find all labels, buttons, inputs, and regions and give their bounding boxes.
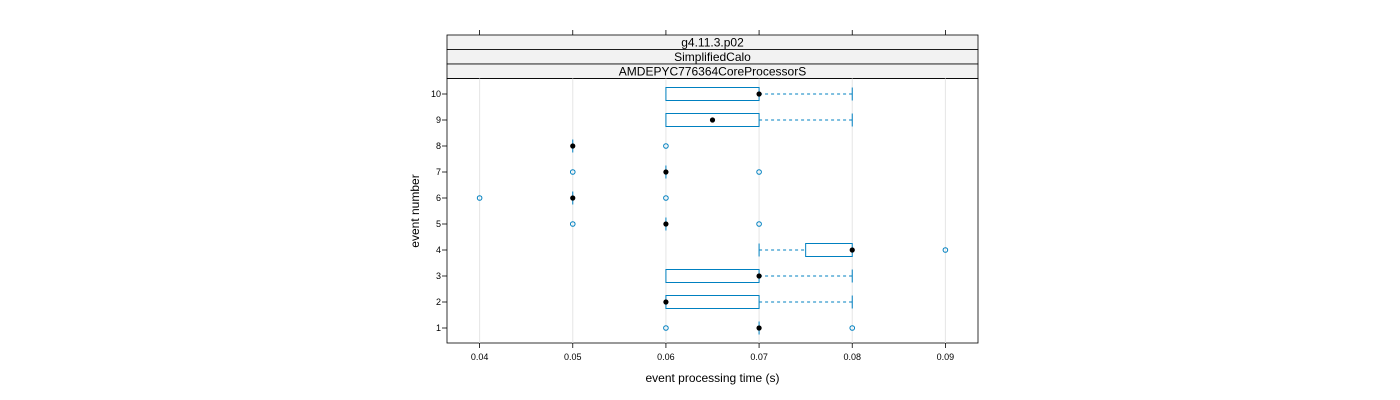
median-dot: [663, 169, 669, 175]
outlier-point: [756, 221, 762, 227]
plot-panel: [446, 78, 979, 344]
median-dot: [570, 143, 576, 149]
x-axis: 0.04 0.05 0.06 0.07 0.08 0.09: [471, 30, 954, 362]
box: [805, 243, 853, 257]
outlier-point: [569, 169, 576, 175]
median-dot: [663, 299, 669, 305]
y-axis-title: event number: [408, 174, 422, 247]
x-tick-label: 0.06: [657, 352, 675, 362]
x-axis-title: event processing time (s): [645, 371, 779, 385]
median-dot: [663, 221, 669, 227]
y-tick-label: 7: [436, 167, 441, 177]
median-dot: [756, 325, 762, 331]
strip-label-test: SimplifiedCalo: [674, 50, 751, 64]
boxes: [476, 87, 949, 335]
y-axis: 1 2 3 4 5 6 7 8 9 10: [431, 89, 447, 333]
y-tick-label: 5: [436, 219, 441, 229]
y-tick-label: 1: [436, 323, 441, 333]
outlier-point: [849, 325, 856, 331]
outlier-point: [663, 325, 669, 331]
y-tick-label: 8: [436, 141, 441, 151]
x-tick-label: 0.09: [937, 352, 955, 362]
x-tick-label: 0.04: [471, 352, 489, 362]
outlier-point: [756, 169, 762, 175]
box: [665, 295, 760, 309]
y-tick-label: 6: [436, 193, 441, 203]
box: [665, 269, 760, 283]
box: [665, 87, 760, 101]
x-tick-label: 0.07: [750, 352, 768, 362]
outlier-point: [663, 143, 669, 149]
median-dot: [709, 117, 716, 123]
y-tick-label: 2: [436, 297, 441, 307]
outlier-point: [569, 221, 576, 227]
y-tick-label: 4: [436, 245, 441, 255]
strip-header: g4.11.3.p02 SimplifiedCalo AMDEPYC776364…: [446, 34, 979, 79]
box: [665, 113, 760, 127]
median-dot: [756, 273, 762, 279]
y-tick-label: 10: [431, 89, 441, 99]
x-tick-label: 0.08: [843, 352, 861, 362]
strip-label-version: g4.11.3.p02: [681, 36, 744, 50]
median-dot: [849, 247, 855, 253]
strip-label-cpu: AMDEPYC776364CoreProcessorS: [619, 65, 806, 79]
median-dot: [756, 91, 762, 97]
median-dot: [570, 195, 576, 201]
outlier-point: [476, 195, 483, 201]
y-tick-label: 3: [436, 271, 441, 281]
outlier-point: [942, 247, 949, 253]
outlier-point: [663, 195, 669, 201]
x-tick-label: 0.05: [564, 352, 582, 362]
y-tick-label: 9: [436, 115, 441, 125]
